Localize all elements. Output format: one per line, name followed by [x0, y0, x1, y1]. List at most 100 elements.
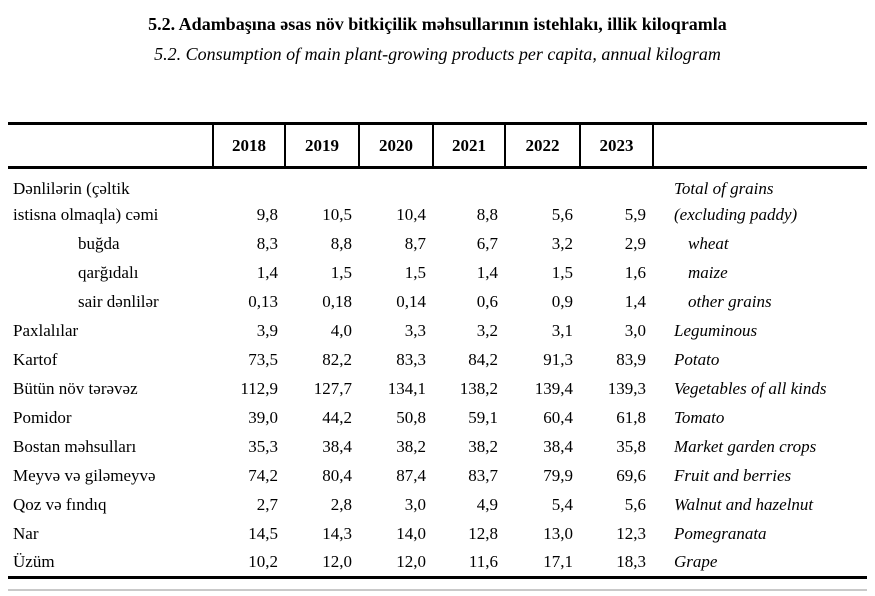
- row-label-az: Qoz və fındıq: [13, 495, 107, 514]
- table-row: istisna olmaqla) cəmi 9,8 10,5 10,4 8,8 …: [8, 201, 867, 230]
- value-cell: 73,5: [248, 350, 278, 369]
- row-label-az: Meyvə və giləmeyvə: [13, 466, 156, 485]
- row-label-en: other grains: [688, 292, 772, 311]
- value-cell: 1,5: [404, 263, 426, 282]
- value-cell: 14,0: [396, 524, 426, 543]
- row-label-en: Walnut and hazelnut: [674, 495, 814, 514]
- value-cell: 14,5: [248, 524, 278, 543]
- value-cell: 50,8: [396, 408, 426, 427]
- year-header-2022: 2022: [504, 122, 581, 169]
- value-cell: [433, 168, 505, 201]
- value-cell: 3,9: [256, 321, 278, 340]
- row-label-az: buğda: [78, 234, 120, 253]
- row-label-en: Grape: [653, 548, 867, 579]
- value-cell: 5,6: [551, 205, 573, 224]
- value-cell: 0,18: [322, 292, 352, 311]
- table-row: Paxlalılar 3,9 4,0 3,3 3,2 3,1 3,0 Legum…: [8, 317, 867, 346]
- value-cell: 12,3: [616, 524, 646, 543]
- value-cell: 1,4: [476, 263, 498, 282]
- value-cell: 1,4: [624, 292, 646, 311]
- row-label-en: (excluding paddy): [674, 205, 798, 224]
- value-cell: 4,0: [330, 321, 352, 340]
- value-cell: 17,1: [505, 548, 580, 579]
- value-cell: 83,3: [396, 350, 426, 369]
- value-cell: 9,8: [256, 205, 278, 224]
- header-empty-left: [8, 122, 213, 169]
- row-label-en: Potato: [674, 350, 720, 369]
- row-label-en: Vegetables of all kinds: [674, 379, 827, 398]
- value-cell: 139,4: [534, 379, 573, 398]
- header-empty-right: [653, 122, 867, 169]
- row-label-az: Üzüm: [8, 548, 213, 579]
- value-cell: 134,1: [387, 379, 426, 398]
- table-row: Meyvə və giləmeyvə 74,2 80,4 87,4 83,7 7…: [8, 462, 867, 491]
- value-cell: [213, 168, 285, 201]
- row-label-az: qarğıdalı: [78, 263, 139, 282]
- value-cell: 4,9: [476, 495, 498, 514]
- value-cell: 13,0: [543, 524, 573, 543]
- row-label-az: Dənlilərin (çəltik: [13, 178, 130, 198]
- value-cell: 82,2: [322, 350, 352, 369]
- row-label-az: Paxlalılar: [13, 321, 79, 340]
- table-row: Pomidor 39,0 44,2 50,8 59,1 60,4 61,8 To…: [8, 404, 867, 433]
- value-cell: 1,5: [330, 263, 352, 282]
- value-cell: 10,5: [322, 205, 352, 224]
- row-label-az: Pomidor: [13, 408, 72, 427]
- table-row: Qoz və fındıq 2,7 2,8 3,0 4,9 5,4 5,6 Wa…: [8, 491, 867, 520]
- value-cell: 1,5: [551, 263, 573, 282]
- value-cell: 3,3: [404, 321, 426, 340]
- row-label-en: Tomato: [674, 408, 725, 427]
- year-header-2020: 2020: [358, 122, 434, 169]
- value-cell: 60,4: [543, 408, 573, 427]
- value-cell: 0,9: [551, 292, 573, 311]
- value-cell: [359, 168, 433, 201]
- year-header-2021: 2021: [432, 122, 506, 169]
- value-cell: 35,3: [248, 437, 278, 456]
- row-label-en: Total of grains: [674, 178, 774, 198]
- value-cell: 3,1: [551, 321, 573, 340]
- value-cell: 5,4: [551, 495, 573, 514]
- row-label-az: sair dənlilər: [78, 292, 159, 311]
- year-header-2018: 2018: [212, 122, 286, 169]
- value-cell: 139,3: [607, 379, 646, 398]
- row-label-az: Nar: [13, 524, 39, 543]
- value-cell: 10,2: [213, 548, 285, 579]
- value-cell: 0,14: [396, 292, 426, 311]
- row-label-az: Bostan məhsulları: [13, 437, 137, 456]
- value-cell: 38,4: [543, 437, 573, 456]
- document-page: 5.2. Adambaşına əsas növ bitkiçilik məhs…: [0, 13, 875, 596]
- table-row: qarğıdalı 1,4 1,5 1,5 1,4 1,5 1,6 maize: [8, 259, 867, 288]
- value-cell: 74,2: [248, 466, 278, 485]
- table-row: Üzüm 10,2 12,0 12,0 11,6 17,1 18,3 Grape: [8, 548, 867, 579]
- value-cell: 83,7: [468, 466, 498, 485]
- year-header-2023: 2023: [579, 122, 654, 169]
- value-cell: 1,4: [256, 263, 278, 282]
- value-cell: 14,3: [322, 524, 352, 543]
- value-cell: 59,1: [468, 408, 498, 427]
- value-cell: 138,2: [459, 379, 498, 398]
- value-cell: 3,0: [404, 495, 426, 514]
- value-cell: 8,8: [330, 234, 352, 253]
- row-label-az: istisna olmaqla) cəmi: [13, 205, 159, 224]
- value-cell: 69,6: [616, 466, 646, 485]
- row-label-en: Fruit and berries: [674, 466, 792, 485]
- value-cell: 12,0: [359, 548, 433, 579]
- value-cell: [505, 168, 580, 201]
- table-header-row: 2018 2019 2020 2021 2022 2023: [8, 122, 867, 169]
- value-cell: 2,7: [256, 495, 278, 514]
- year-header-2019: 2019: [284, 122, 360, 169]
- value-cell: 3,0: [624, 321, 646, 340]
- value-cell: 12,8: [468, 524, 498, 543]
- row-label-en: maize: [688, 263, 728, 282]
- row-label-en: Pomegranata: [674, 524, 767, 543]
- value-cell: 38,2: [468, 437, 498, 456]
- table-row: Bostan məhsulları 35,3 38,4 38,2 38,2 38…: [8, 433, 867, 462]
- consumption-table-wrapper: 2018 2019 2020 2021 2022 2023 Dənlilərin…: [8, 122, 867, 579]
- table-row: buğda 8,3 8,8 8,7 6,7 3,2 2,9 wheat: [8, 230, 867, 259]
- row-label-en: Leguminous: [674, 321, 758, 340]
- value-cell: 87,4: [396, 466, 426, 485]
- value-cell: 38,2: [396, 437, 426, 456]
- value-cell: 12,0: [285, 548, 359, 579]
- value-cell: 84,2: [468, 350, 498, 369]
- row-label-en: Market garden crops: [674, 437, 817, 456]
